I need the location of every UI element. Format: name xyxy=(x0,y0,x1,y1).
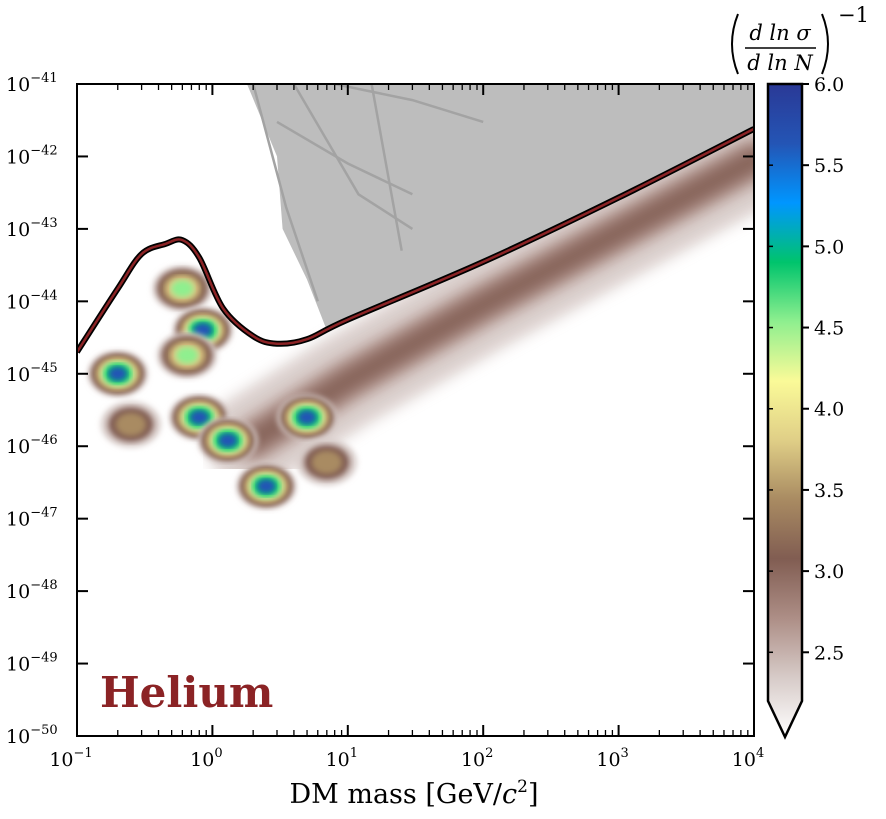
excluded-curve-0 xyxy=(251,84,319,302)
colorbar-title: d ln σ d ln N −1 xyxy=(731,3,869,75)
x-axis-label: DM mass [GeV/c2] xyxy=(289,777,538,810)
hotspot-1 xyxy=(152,265,213,312)
y-tick-label-9: 10−50 xyxy=(6,723,58,748)
colorbar-tick-6: 3.0 xyxy=(814,561,844,583)
plot-frame xyxy=(76,83,755,737)
colorbar: 6.0 5.5 5.0 4.5 4.0 3.5 3.0 2.5 xyxy=(766,74,844,740)
y-tick-label-6: 10−47 xyxy=(6,506,58,531)
svg-text:−1: −1 xyxy=(838,3,869,27)
x-tick-label-2: 101 xyxy=(326,746,358,771)
colorbar-tick-1: 5.5 xyxy=(814,155,844,177)
colorbar-tick-0: 6.0 xyxy=(814,74,844,96)
excluded-curve-2 xyxy=(334,84,484,124)
hotspot-9 xyxy=(100,401,161,448)
colorbar-tick-3: 4.5 xyxy=(814,318,844,340)
y-axis: 10−41 10−42 10−43 10−44 10−45 10−46 10−47 10−48… xyxy=(6,71,754,748)
hotspot-8 xyxy=(296,439,357,486)
colorbar-gradient xyxy=(766,82,804,740)
limit-curve xyxy=(77,127,754,353)
y-tick-label-3: 10−44 xyxy=(6,288,58,313)
annotation-helium: Helium xyxy=(100,668,273,717)
y-tick-label-1: 10−42 xyxy=(6,143,58,168)
hotspot-7 xyxy=(277,394,338,441)
x-tick-label-5: 104 xyxy=(732,746,764,771)
y-tick-label-2: 10−43 xyxy=(6,216,58,241)
y-tick-label-0: 10−41 xyxy=(6,71,58,96)
colorbar-tick-4: 4.0 xyxy=(814,399,844,421)
x-tick-label-3: 102 xyxy=(461,746,493,771)
colorbar-tick-2: 5.0 xyxy=(814,236,844,258)
hotspot-2 xyxy=(172,307,233,354)
hotspot-5 xyxy=(197,417,258,464)
excluded-region-curves xyxy=(251,84,484,302)
hotspots xyxy=(87,265,357,510)
svg-text:d ln σ: d ln σ xyxy=(749,21,811,45)
svg-text:d ln N: d ln N xyxy=(747,51,813,75)
y-tick-label-4: 10−45 xyxy=(6,361,58,386)
x-tick-label-0: 10−1 xyxy=(49,746,92,771)
hotspot-0 xyxy=(87,350,148,397)
x-tick-label-4: 103 xyxy=(596,746,628,771)
plot-area xyxy=(77,84,754,736)
colorbar-tick-5: 3.5 xyxy=(814,480,844,502)
colorbar-tick-7: 2.5 xyxy=(814,642,844,664)
hotspot-6 xyxy=(236,463,297,510)
x-axis: 10−1 100 101 102 103 104 xyxy=(49,84,764,771)
x-tick-label-1: 100 xyxy=(190,746,222,771)
y-tick-label-5: 10−46 xyxy=(6,433,58,458)
excluded-region xyxy=(247,84,754,331)
y-tick-label-7: 10−48 xyxy=(6,578,58,603)
excluded-curve-4 xyxy=(370,84,403,251)
y-tick-label-8: 10−49 xyxy=(6,651,58,676)
hotspot-3 xyxy=(157,332,218,379)
